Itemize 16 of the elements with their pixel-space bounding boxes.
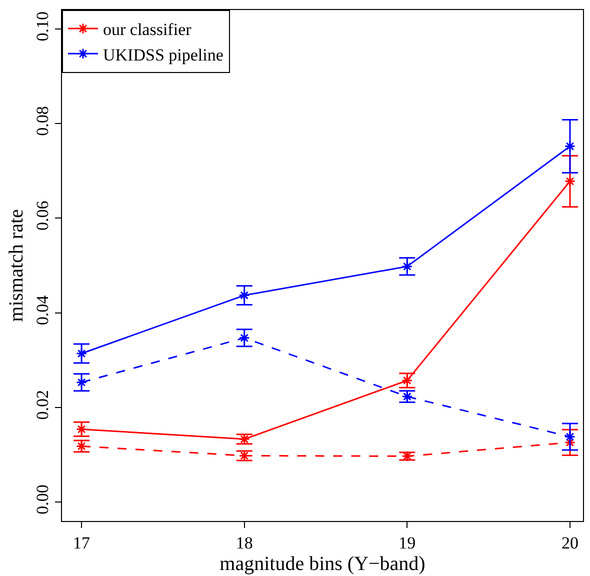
x-tick-label: 19 — [398, 533, 416, 552]
y-tick-label: 0.04 — [33, 294, 52, 326]
y-tick-label: 0.08 — [33, 106, 52, 136]
y-tick-label: 0.06 — [33, 200, 52, 231]
point — [238, 450, 250, 462]
x-axis-title: magnitude bins (Y−band) — [220, 552, 426, 575]
y-axis-title: mismatch rate — [6, 209, 28, 322]
x-tick-label: 20 — [561, 533, 578, 552]
legend-label: our classifier — [103, 20, 192, 40]
x-tick-label: 18 — [236, 533, 253, 552]
point — [402, 450, 413, 462]
y-tick-label: 0.02 — [33, 390, 52, 420]
legend-label: UKIDSS pipeline — [103, 45, 224, 64]
x-tick-label: 17 — [73, 533, 91, 552]
y-tick-label: 0.00 — [33, 484, 52, 514]
y-tick-label: 0.10 — [33, 12, 52, 42]
